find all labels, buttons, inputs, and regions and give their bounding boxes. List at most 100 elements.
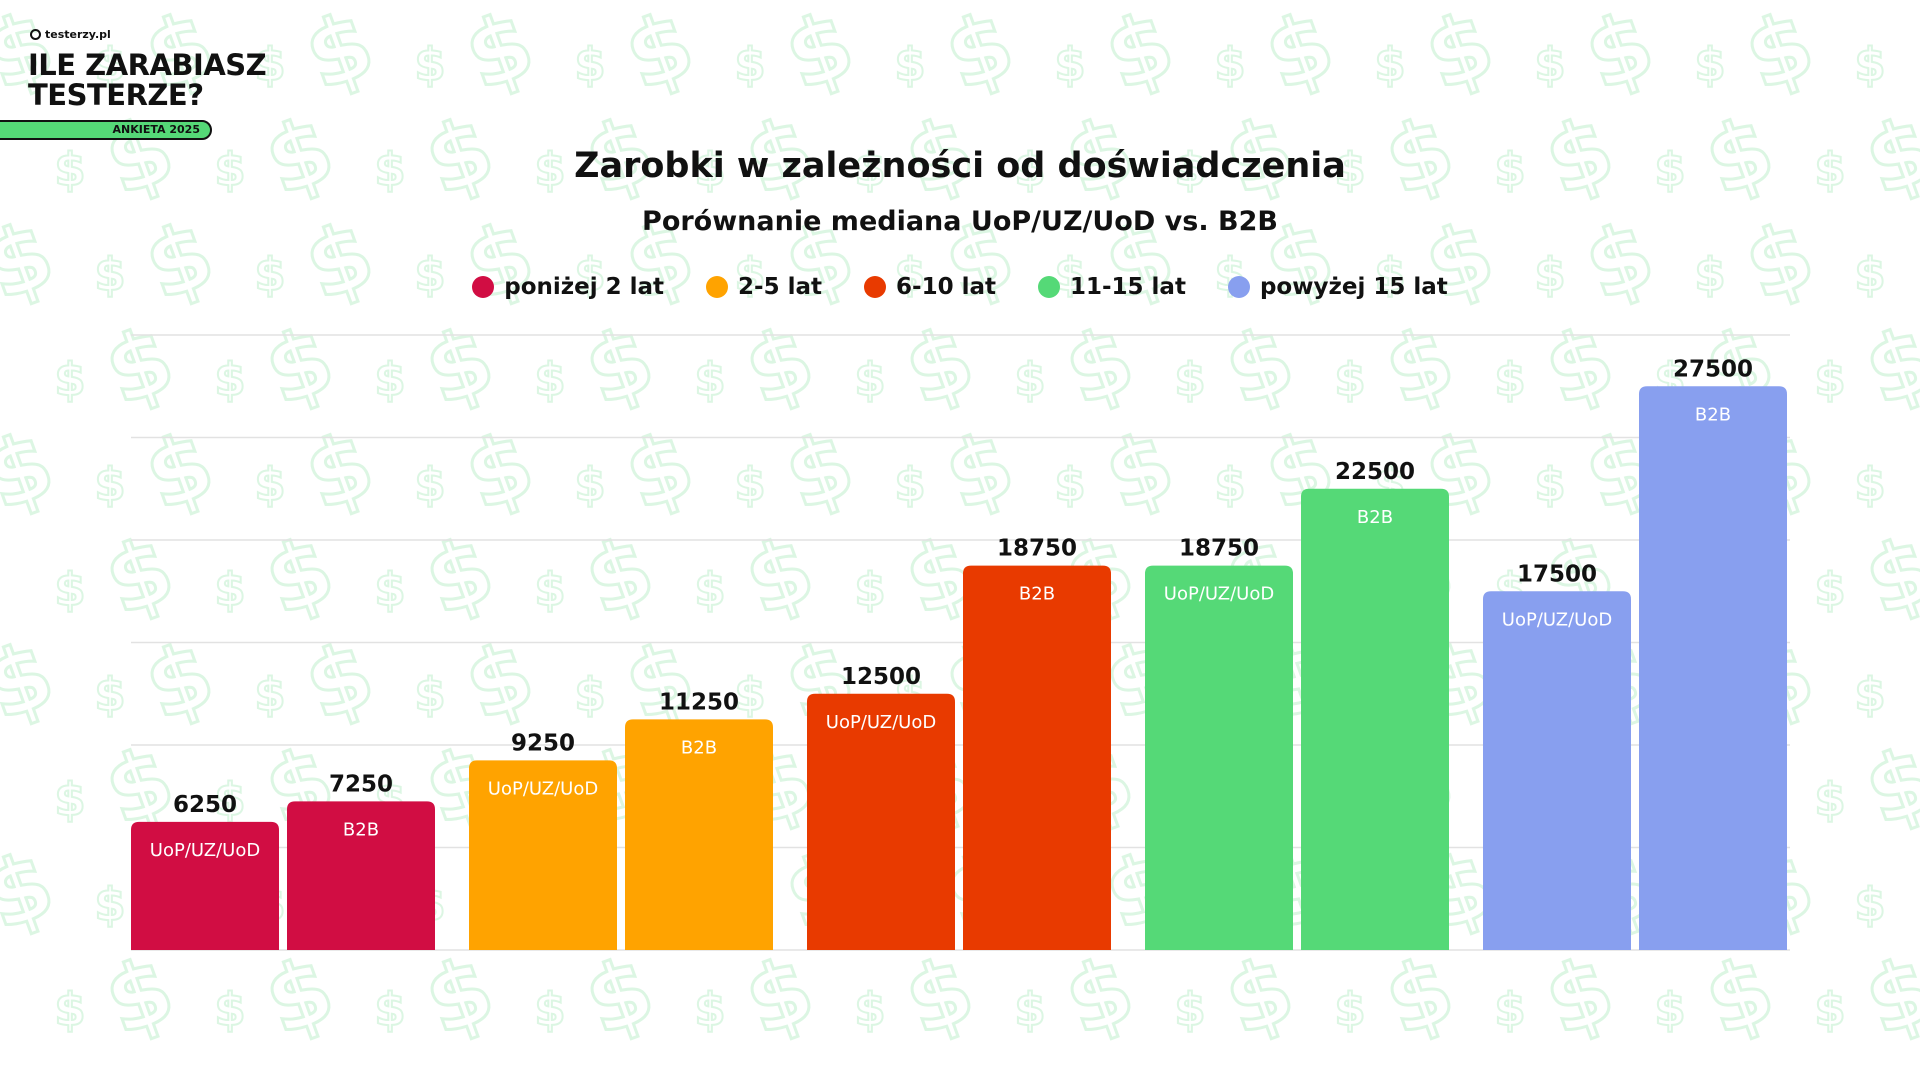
dollar-icon: $: [214, 983, 245, 1036]
dollar-icon: $: [1174, 353, 1205, 406]
value-label: 22500: [1335, 459, 1415, 485]
dollar-icon: $: [94, 668, 125, 721]
dollar-icon: $: [94, 38, 125, 91]
dollar-icon: $: [374, 353, 405, 406]
brand-headline: ILE ZARABIASZ TESTERZE?: [28, 48, 267, 110]
contract-label: B2B: [1695, 404, 1731, 425]
dollar-icon: $: [254, 668, 285, 721]
dollar-icon: $: [1854, 248, 1885, 301]
chart-title: Zarobki w zależności od doświadczenia: [574, 146, 1346, 186]
dollar-icon: $: [94, 458, 125, 511]
dollar-icon: $: [1334, 143, 1365, 196]
legend-dot: [1037, 276, 1060, 298]
dollar-icon: $: [1534, 38, 1565, 91]
value-label: 11250: [659, 689, 739, 715]
dollar-icon: $: [734, 38, 765, 91]
legend-dot: [706, 276, 729, 298]
logo-icon: [30, 29, 41, 40]
legend-label: 2-5 lat: [738, 274, 823, 300]
dollar-icon: $: [414, 248, 445, 301]
dollar-icon: $: [254, 458, 285, 511]
value-label: 27500: [1673, 356, 1753, 382]
headline-line1: ILE ZARABIASZ: [28, 48, 267, 82]
dollar-icon: $: [1654, 983, 1685, 1036]
legend: poniżej 2 lat 2-5 lat 6-10 lat 11-15 lat…: [0, 274, 1920, 300]
dollar-icon: $: [694, 563, 725, 616]
legend-label: 6-10 lat: [896, 274, 996, 300]
dollar-icon: $: [734, 668, 765, 721]
dollar-icon: $: [734, 248, 765, 301]
value-label: 7250: [329, 771, 393, 797]
dollar-icon: $: [694, 143, 725, 196]
dollar-icon: $: [574, 38, 605, 91]
bar: [1145, 565, 1293, 950]
value-label: 18750: [997, 536, 1077, 562]
dollar-icon: $: [1854, 458, 1885, 511]
dollar-icon: $: [1014, 143, 1045, 196]
dollar-icon: $: [1174, 983, 1205, 1036]
dollar-icon: $: [894, 458, 925, 511]
dollar-icon: $: [1694, 38, 1725, 91]
dollar-icon: $: [254, 38, 285, 91]
dollar-icon: $: [1214, 38, 1245, 91]
contract-label: B2B: [681, 737, 717, 758]
value-label: 9250: [511, 730, 575, 756]
dollar-icon: $: [534, 563, 565, 616]
dollar-icon: $: [214, 563, 245, 616]
dollar-icon: $: [54, 563, 85, 616]
value-label: 17500: [1517, 561, 1597, 587]
dollar-icon: $: [374, 563, 405, 616]
contract-label: UoP/UZ/UoD: [826, 712, 936, 733]
legend-label: poniżej 2 lat: [504, 274, 665, 300]
dollar-icon: $: [54, 353, 85, 406]
dollar-icon: $: [734, 458, 765, 511]
bar: [625, 719, 773, 950]
dollar-icon: $: [414, 458, 445, 511]
legend-item: powyżej 15 lat: [1227, 274, 1448, 300]
dollar-icon: $: [94, 878, 125, 931]
dollar-icon: $: [1054, 458, 1085, 511]
bar: [131, 821, 279, 950]
dollar-icon: $: [254, 248, 285, 301]
dollar-icon: $: [214, 773, 245, 826]
bar: [807, 693, 955, 950]
dollar-icon: $: [1014, 353, 1045, 406]
dollar-icon: $: [54, 773, 85, 826]
legend-label: powyżej 15 lat: [1259, 274, 1448, 300]
dollar-icon: $: [1374, 38, 1405, 91]
dollar-icon: $: [94, 248, 125, 301]
contract-label: B2B: [1019, 584, 1055, 605]
legend-dot: [1227, 276, 1250, 298]
value-label: 18750: [1179, 536, 1259, 562]
dollar-icon: $: [374, 143, 405, 196]
dollar-icon: $: [574, 458, 605, 511]
dollar-icon: $: [574, 248, 605, 301]
dollar-icon: $: [414, 38, 445, 91]
dollar-icon: $: [1014, 983, 1045, 1036]
bar: [287, 801, 435, 950]
dollar-icon: $: [534, 143, 565, 196]
dollar-icon: $: [1494, 353, 1525, 406]
dollar-icon: $: [1054, 38, 1085, 91]
dollar-icon: $: [854, 983, 885, 1036]
dollar-icon: $: [1854, 668, 1885, 721]
legend-item: 6-10 lat: [864, 274, 996, 300]
dollar-icon: $: [214, 353, 245, 406]
dollar-icon: $: [894, 248, 925, 301]
contract-label: B2B: [1357, 507, 1393, 528]
legend-item: 2-5 lat: [706, 274, 822, 300]
legend-item: 11-15 lat: [1037, 274, 1186, 300]
dollar-icon: $: [414, 668, 445, 721]
dollar-icon: $: [534, 353, 565, 406]
dollar-icon: $: [1534, 458, 1565, 511]
dollar-icon: $: [1814, 353, 1845, 406]
dollar-icon: $: [1054, 248, 1085, 301]
dollar-icon: $: [534, 983, 565, 1036]
dollar-icon: $: [54, 143, 85, 196]
legend-dot: [864, 276, 887, 298]
dollar-icon: $: [1654, 143, 1685, 196]
dollar-icon: $: [894, 38, 925, 91]
bar: [1639, 386, 1787, 950]
legend-label: 11-15 lat: [1069, 274, 1186, 300]
